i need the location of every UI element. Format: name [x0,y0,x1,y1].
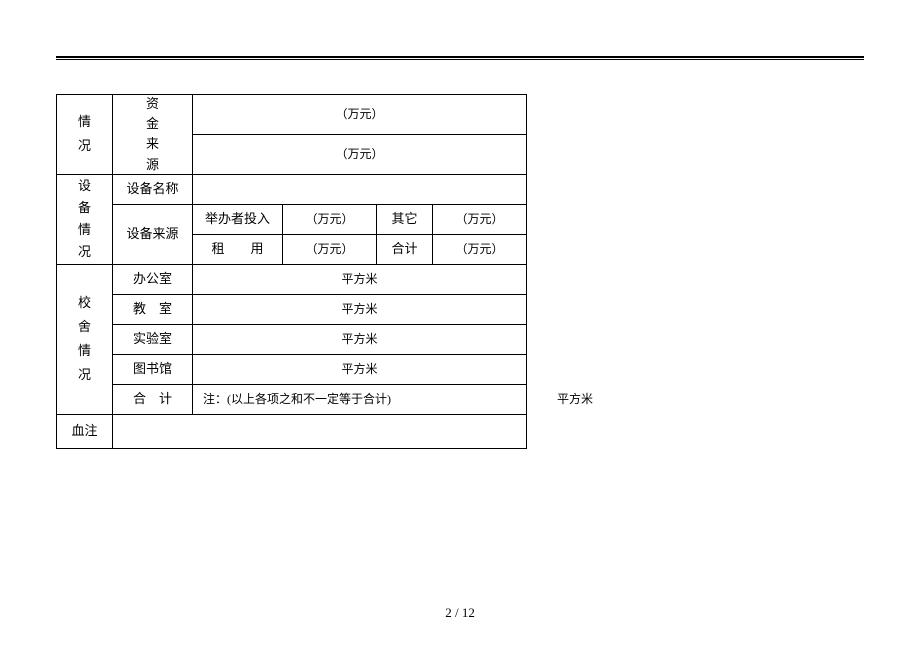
page-sep: / [455,605,459,620]
cell-qingkuang: 情 况 [57,95,113,175]
label: 租 用 [211,241,263,256]
document-page: 情 况 资 金 来 源 （万元） （万元） 设 [0,0,920,651]
unit-pfm: 平方米 [341,302,377,316]
unit-pfm: 平方米 [557,392,593,406]
char: 资 [146,95,159,113]
unit-wanyuan: （万元） [305,242,353,256]
label: 合 计 [133,391,172,406]
cell-shebei-laiyuan-label: 设备来源 [113,204,193,264]
cell-beizhu-label: 血注 [57,414,113,448]
label: 教 室 [133,301,172,316]
char: 设 [78,177,91,195]
cell-tushuguan-val: 平方米 [193,354,527,384]
cell-blank [527,174,647,204]
char: 况 [78,366,91,384]
cell-blank [527,324,647,354]
char: 舍 [78,318,91,336]
cell-jiaoshi-val: 平方米 [193,294,527,324]
note-text: 注：(以上各项之和不一定等于合计) [193,391,526,408]
cell-blank [527,294,647,324]
label: 合计 [391,241,417,256]
cell-xiaoshe-qk: 校 舍 情 况 [57,264,113,414]
page-current: 2 [445,605,452,620]
char: 情 [78,113,91,131]
cell-blank [527,264,647,294]
cell-bangongshi: 办公室 [113,264,193,294]
cell-blank-right [527,95,647,175]
label: 其它 [391,211,417,226]
char: 况 [78,137,91,155]
cell-funding-1: （万元） [193,95,527,135]
char: 情 [78,342,91,360]
unit-wanyuan: （万元） [455,242,503,256]
char: 金 [146,115,159,133]
unit-wanyuan: （万元） [305,212,353,226]
cell-heji-val: （万元） [433,234,527,264]
unit-pfm: 平方米 [341,272,377,286]
label: 办公室 [133,271,172,286]
cell-blank [527,234,647,264]
cell-heji-note: 注：(以上各项之和不一定等于合计) [193,384,527,414]
unit-wanyuan: （万元） [335,107,383,121]
char: 情 [78,221,91,239]
page-total: 12 [462,605,475,620]
unit-pfm: 平方米 [341,362,377,376]
cell-tushuguan: 图书馆 [113,354,193,384]
label: 设备名称 [126,181,178,196]
char: 源 [146,156,159,174]
cell-shiyanshi: 实验室 [113,324,193,354]
cell-shebei-qk: 设 备 情 况 [57,174,113,264]
cell-jubanzhetou-val: （万元） [283,204,377,234]
cell-blank [527,354,647,384]
cell-shiyanshi-val: 平方米 [193,324,527,354]
label: 图书馆 [133,361,172,376]
cell-blank [527,204,647,234]
cell-qita-val: （万元） [433,204,527,234]
cell-heji: 合计 [377,234,433,264]
cell-qita: 其它 [377,204,433,234]
cell-jubanzhetou: 举办者投入 [193,204,283,234]
cell-shebei-mingcheng-label: 设备名称 [113,174,193,204]
cell-heji-row: 合 计 [113,384,193,414]
label: 血注 [71,423,97,438]
cell-heji-unit: 平方米 [527,384,647,414]
header-rule [56,56,864,58]
cell-beizhu-value [113,414,527,448]
label: 设备来源 [126,226,178,241]
cell-jiaoshi: 教 室 [113,294,193,324]
char: 来 [146,135,159,153]
cell-zijinlaiyuan: 资 金 来 源 [113,95,193,175]
unit-pfm: 平方米 [341,332,377,346]
cell-zuyong: 租 用 [193,234,283,264]
label: 举办者投入 [205,211,270,226]
header-rule-thin [56,59,864,60]
char: 备 [78,199,91,217]
unit-wanyuan: （万元） [455,212,503,226]
cell-funding-2: （万元） [193,134,527,174]
cell-blank [527,414,647,448]
cell-shebei-mingcheng-value [193,174,527,204]
char: 校 [78,294,91,312]
cell-bangongshi-val: 平方米 [193,264,527,294]
page-number: 2 / 12 [0,605,920,621]
cell-zuyong-val: （万元） [283,234,377,264]
char: 况 [78,243,91,261]
form-table: 情 况 资 金 来 源 （万元） （万元） 设 [56,94,647,449]
label: 实验室 [133,331,172,346]
unit-wanyuan: （万元） [335,147,383,161]
